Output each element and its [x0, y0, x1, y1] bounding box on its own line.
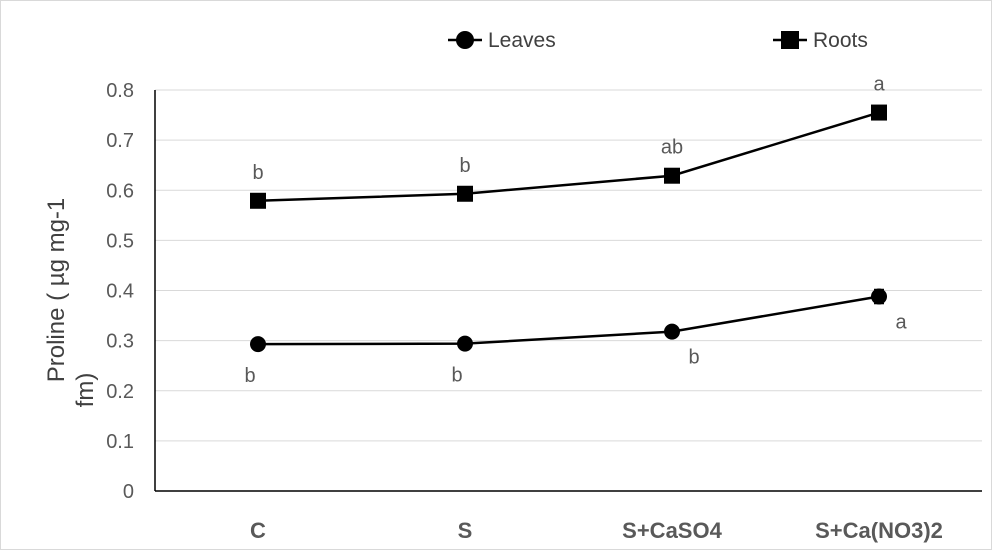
data-point-leaves [250, 336, 266, 353]
y-tick-label: 0.4 [106, 281, 134, 303]
y-tick-label: 0.8 [106, 80, 134, 102]
significance-letter: b [688, 347, 699, 369]
significance-letter: b [252, 162, 263, 184]
series-layer [250, 104, 887, 353]
y-axis-title-line-2: fm) [72, 373, 99, 408]
legend-marker [456, 31, 474, 49]
x-tick-label: S+CaSO4 [622, 518, 722, 543]
x-tick-label: S+Ca(NO3)2 [815, 518, 943, 543]
data-point-leaves [871, 288, 887, 305]
legend-item-roots: Roots [773, 29, 868, 52]
legend: Leaves Roots [448, 29, 868, 52]
x-axis-categories: C S S+CaSO4 S+Ca(NO3)2 [250, 518, 943, 543]
significance-letter: b [459, 155, 470, 177]
y-tick-label: 0.2 [106, 381, 134, 403]
significance-letter: a [873, 74, 885, 96]
significance-letter: b [451, 365, 462, 387]
y-tick-label: 0.3 [106, 331, 134, 353]
significance-letter: b [244, 365, 255, 387]
y-tick-label: 0.6 [106, 180, 134, 202]
legend-label: Leaves [488, 29, 556, 52]
significance-letter: ab [661, 137, 683, 159]
y-tick-label: 0.5 [106, 230, 134, 252]
y-tick-label: 0.1 [106, 431, 134, 453]
y-axis-title-line-1: Proline ( µg mg-1 [43, 198, 70, 383]
x-tick-label: C [250, 518, 266, 543]
significance-letter: a [895, 312, 907, 334]
series-line-roots [257, 111, 880, 203]
y-tick-label: 0 [123, 481, 134, 503]
y-tick-label: 0.7 [106, 130, 134, 152]
y-axis-ticks: 0 0.1 0.2 0.3 0.4 0.5 0.6 0.7 0.8 [106, 80, 134, 503]
y-axis-title: Proline ( µg mg-1 fm) [43, 198, 99, 408]
series-line-leaves [257, 295, 880, 346]
data-point-roots [664, 167, 680, 184]
data-point-roots [871, 104, 887, 121]
legend-marker [781, 31, 799, 49]
data-point-leaves [664, 323, 680, 340]
legend-label: Roots [813, 29, 868, 52]
legend-item-leaves: Leaves [448, 29, 556, 52]
gridlines [155, 89, 982, 442]
x-tick-label: S [458, 518, 473, 543]
data-point-roots [457, 185, 473, 202]
data-point-leaves [457, 335, 473, 352]
data-point-roots [250, 192, 266, 209]
axes [154, 90, 982, 492]
